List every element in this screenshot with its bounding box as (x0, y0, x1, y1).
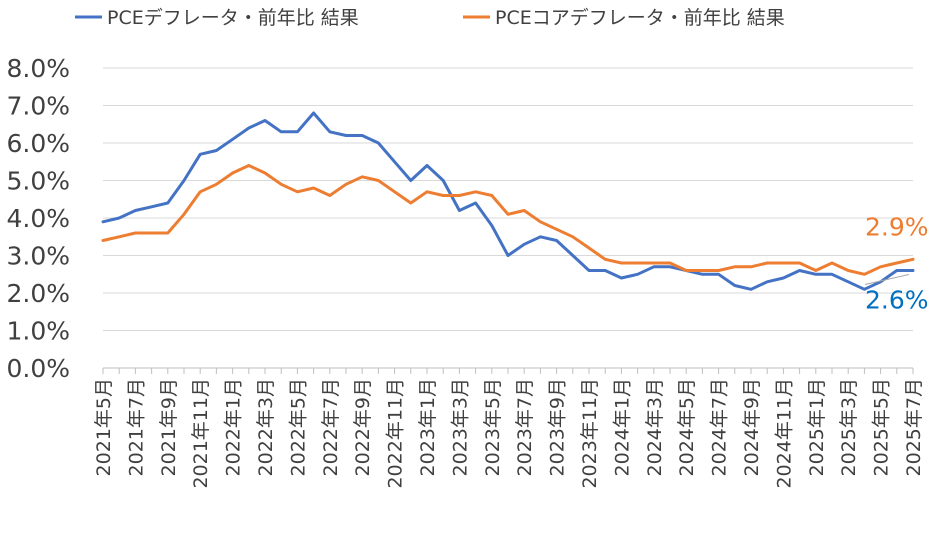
y-axis-tick-labels: 0.0% 1.0% 2.0% 3.0% 4.0% 5.0% 6.0% 7.0% 8.0% (6, 54, 70, 383)
x-tick-label: 2025年7月 (903, 378, 925, 476)
x-tick-label: 2024年5月 (676, 378, 698, 476)
y-tick-label: 8.0% (6, 54, 70, 83)
x-tick-label: 2023年3月 (449, 378, 471, 476)
x-tick-label: 2024年11月 (773, 378, 795, 489)
annotation-label-1: 2.6% (865, 286, 929, 315)
y-tick-label: 3.0% (6, 242, 70, 271)
y-tick-label: 2.0% (6, 279, 70, 308)
x-tick-label: 2023年5月 (482, 378, 504, 476)
x-tick-label: 2023年11月 (579, 378, 601, 489)
y-tick-label: 5.0% (6, 167, 70, 196)
legend: PCEデフレータ・前年比 結果 PCEコアデフレータ・前年比 結果 (75, 7, 785, 29)
series-lines (101, 111, 915, 291)
x-tick-label: 2024年3月 (644, 378, 666, 476)
x-tick-label: 2025年3月 (838, 378, 860, 476)
annotation-leader-line (864, 274, 910, 285)
y-tick-label: 6.0% (6, 129, 70, 158)
legend-label-0: PCEデフレータ・前年比 結果 (107, 7, 359, 29)
x-tick-label: 2021年5月 (93, 378, 115, 476)
x-tick-label: 2023年7月 (514, 378, 536, 476)
annotations: 2.9% 2.6% (864, 212, 929, 315)
annotation-label-0: 2.9% (865, 212, 929, 241)
gridlines (103, 67, 913, 369)
x-tick-label: 2024年1月 (611, 378, 633, 476)
x-tick-label: 2025年5月 (871, 378, 893, 476)
x-tick-label: 2022年11月 (385, 378, 407, 489)
x-tick-label: 2022年9月 (352, 378, 374, 476)
x-tick-label: 2024年7月 (709, 378, 731, 476)
series-line-0 (101, 111, 915, 291)
x-tick-label: 2023年1月 (417, 378, 439, 476)
y-tick-label: 1.0% (6, 317, 70, 346)
x-tick-label: 2021年11月 (190, 378, 212, 489)
x-tick-label: 2021年9月 (158, 378, 180, 476)
x-tick-label: 2025年1月 (806, 378, 828, 476)
x-tick-label: 2022年3月 (255, 378, 277, 476)
x-tick-label: 2022年7月 (320, 378, 342, 476)
y-tick-label: 7.0% (6, 92, 70, 121)
x-axis: 2021年5月 2021年7月 2021年9月 2021年11月 2022年1月 2022… (93, 368, 925, 489)
y-tick-label: 0.0% (6, 354, 70, 383)
x-tick-label: 2024年9月 (741, 378, 763, 476)
x-tick-label: 2023年9月 (547, 378, 569, 476)
y-tick-label: 4.0% (6, 204, 70, 233)
x-tick-label: 2022年1月 (223, 378, 245, 476)
x-tick-label: 2022年5月 (287, 378, 309, 476)
series-line-1 (101, 164, 915, 276)
legend-label-1: PCEコアデフレータ・前年比 結果 (495, 7, 785, 29)
x-tick-label: 2021年7月 (125, 378, 147, 476)
